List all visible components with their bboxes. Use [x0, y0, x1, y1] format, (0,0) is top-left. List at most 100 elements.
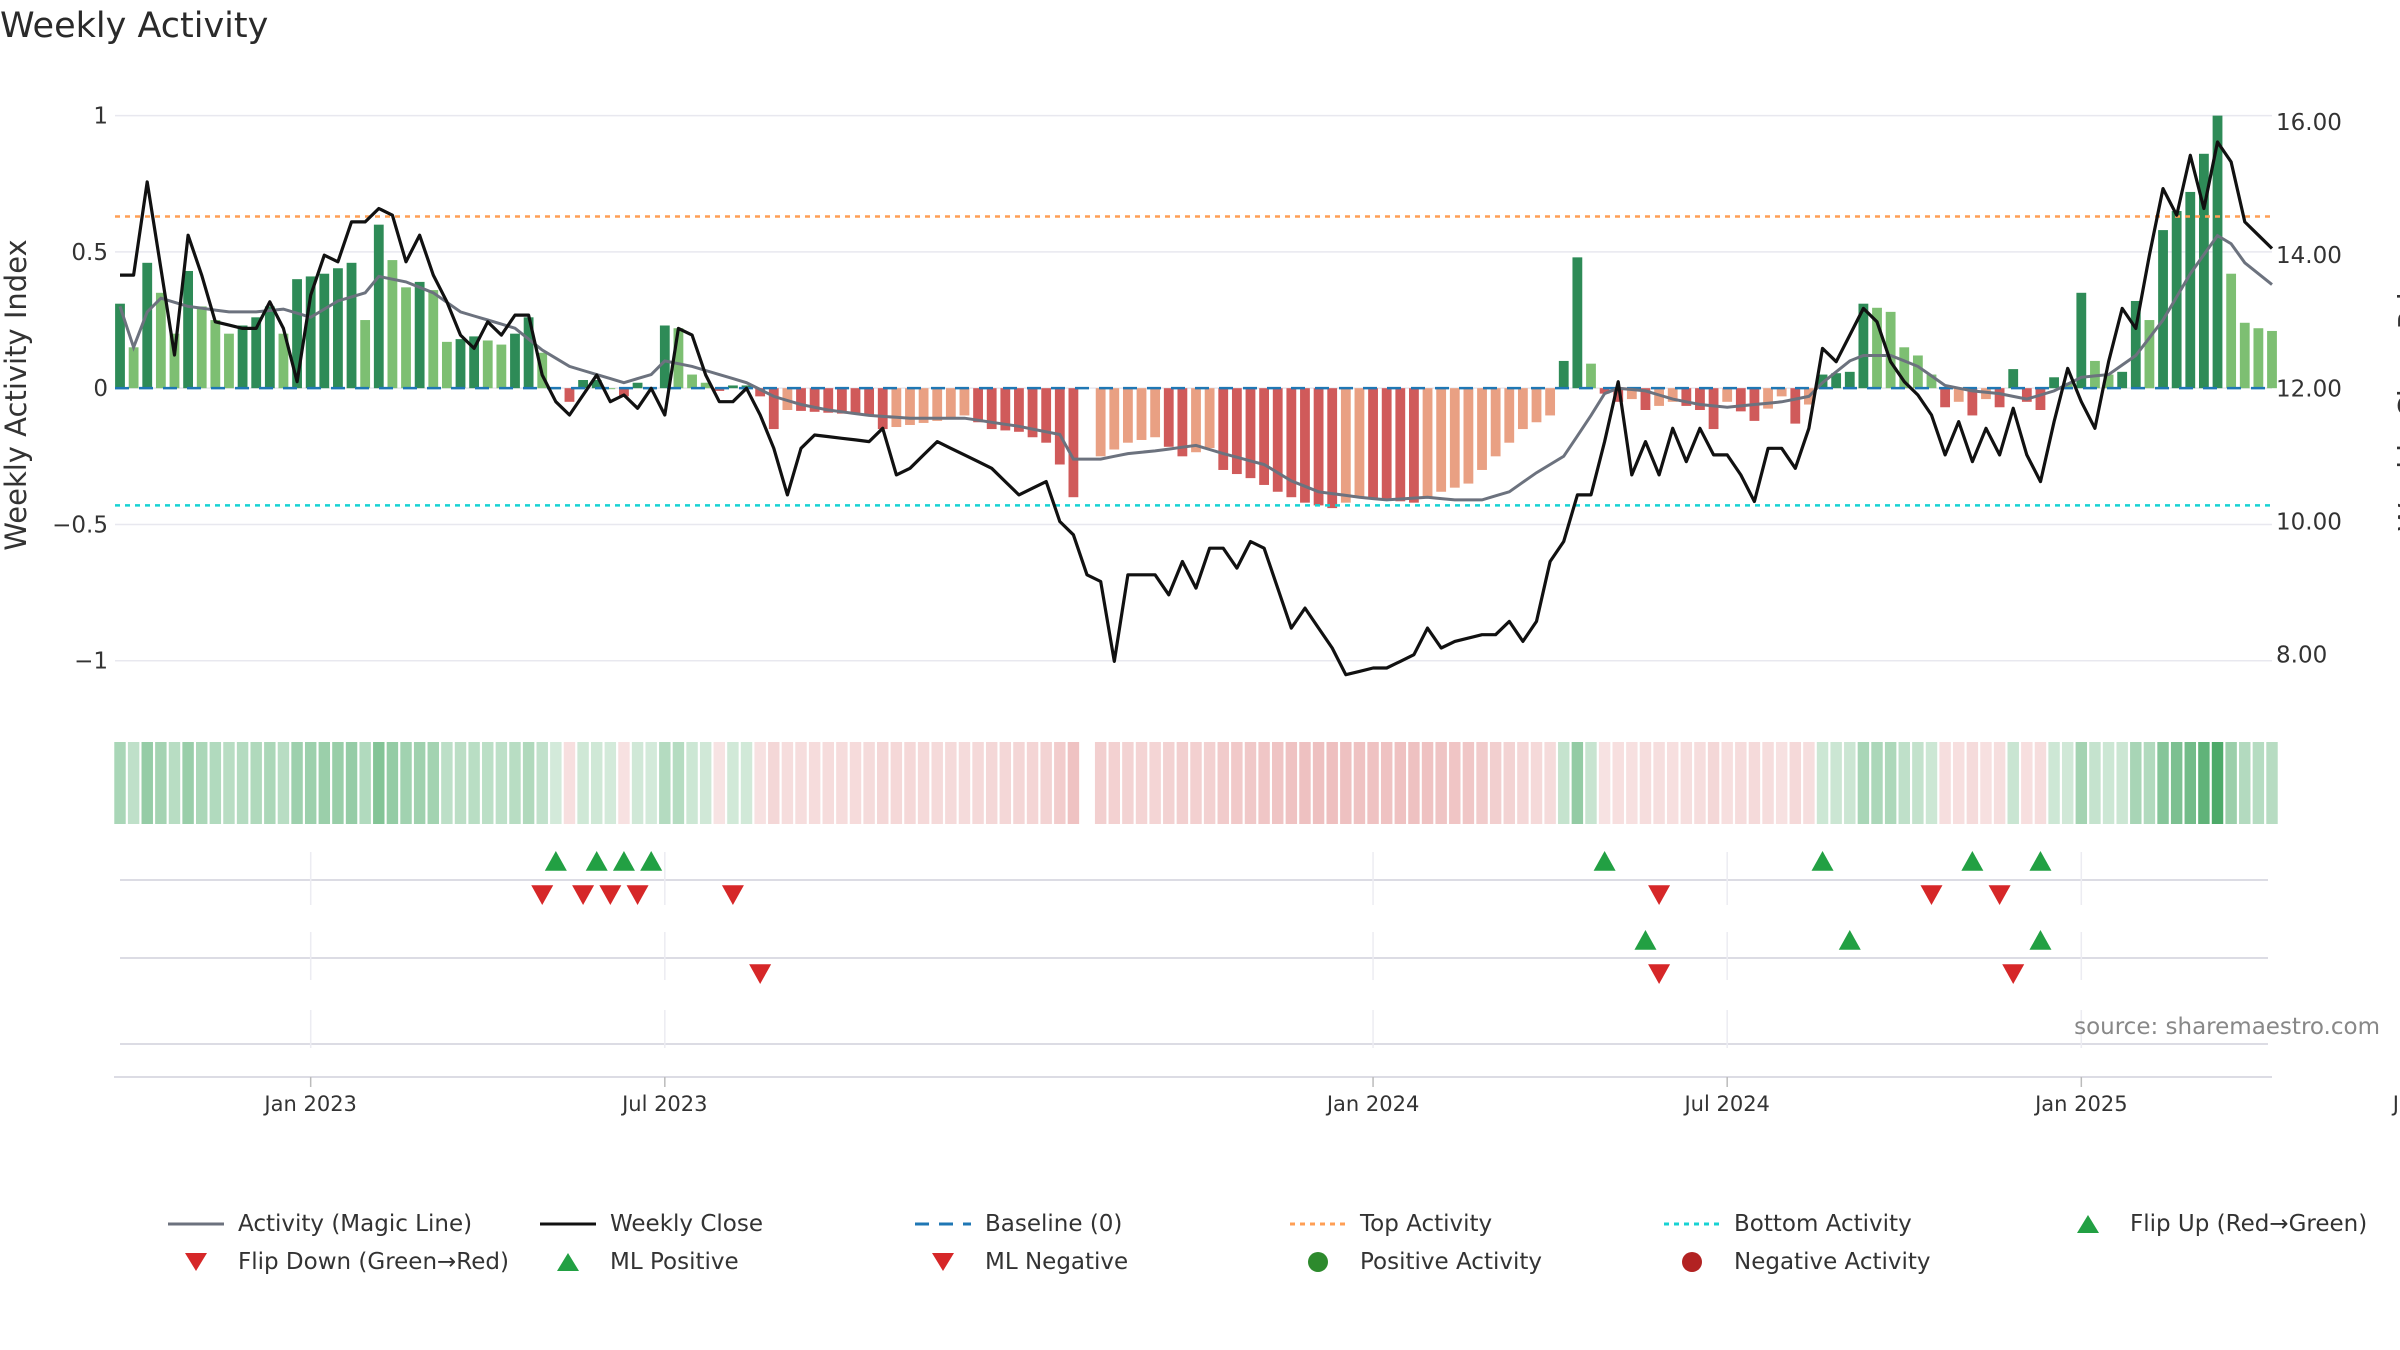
- heat-cell: [1626, 742, 1638, 824]
- legend-circle-icon: [1682, 1252, 1702, 1272]
- legend-item: Flip Down (Green→Red): [168, 1245, 509, 1279]
- heat-cell: [522, 742, 535, 824]
- heat-cell: [1830, 742, 1842, 824]
- activity-bar: [1422, 388, 1433, 498]
- activity-bar: [2226, 273, 2237, 389]
- heat-cell: [1884, 742, 1897, 824]
- activity-bar: [1327, 388, 1338, 509]
- activity-bar: [1926, 374, 1937, 389]
- activity-bar: [1776, 388, 1787, 397]
- heat-cell: [2021, 742, 2033, 824]
- activity-bar: [1722, 388, 1733, 402]
- legend-label: Baseline (0): [985, 1211, 1123, 1237]
- heat-cell: [114, 742, 126, 824]
- heat-cell: [468, 742, 480, 824]
- activity-bar: [823, 388, 834, 413]
- activity-bar: [687, 374, 697, 389]
- heat-cell: [536, 742, 548, 824]
- activity-bar: [1027, 388, 1038, 438]
- heat-cell: [332, 742, 344, 824]
- activity-bar: [2144, 320, 2155, 389]
- heat-cell: [1748, 742, 1761, 824]
- ml-positive-marker: [1838, 930, 1861, 950]
- heat-cell: [972, 742, 984, 824]
- heat-cell: [604, 742, 617, 824]
- activity-bar: [278, 333, 289, 389]
- legend-label: Flip Up (Red→Green): [2130, 1211, 2368, 1237]
- activity-bar: [1490, 388, 1501, 457]
- activity-bar: [1708, 388, 1719, 430]
- heat-cell: [550, 742, 562, 824]
- heat-cell: [877, 742, 889, 824]
- heat-cell: [2225, 742, 2237, 824]
- activity-bar: [1831, 373, 1842, 389]
- heat-cell: [1462, 742, 1475, 824]
- heat-cell: [713, 742, 726, 824]
- x-tick-label: Jan 2025: [2033, 1092, 2128, 1116]
- heat-cell: [1762, 742, 1774, 824]
- y-tick-label: −1: [74, 649, 108, 675]
- y2-tick-label: 12.00: [2276, 376, 2342, 402]
- legend-dot-swatch: [1664, 1222, 1720, 1226]
- activity-bar: [455, 339, 466, 389]
- activity-bar: [2076, 292, 2087, 389]
- activity-bar: [1054, 388, 1065, 465]
- legend-item: Negative Activity: [1664, 1245, 1931, 1279]
- activity-bar: [387, 260, 398, 389]
- heat-cell: [863, 742, 875, 824]
- y-tick-label: 0.5: [71, 240, 108, 266]
- activity-bar: [496, 344, 507, 389]
- heat-cell: [168, 742, 181, 824]
- heat-cell: [1163, 742, 1175, 824]
- activity-bar: [401, 287, 411, 389]
- flip-up-marker: [585, 851, 608, 871]
- heat-cell: [2239, 742, 2251, 824]
- heat-cell: [890, 742, 903, 824]
- activity-bar: [836, 388, 847, 414]
- heat-cell: [1653, 742, 1665, 824]
- y-tick-label: −0.5: [52, 512, 108, 538]
- activity-bar: [2021, 388, 2032, 402]
- activity-bar: [728, 385, 738, 389]
- activity-bar: [414, 281, 425, 389]
- heat-cell: [1449, 742, 1461, 824]
- heat-cell: [495, 742, 508, 824]
- heat-cell: [945, 742, 957, 824]
- heat-cell: [1993, 742, 2006, 824]
- heat-cell: [236, 742, 249, 824]
- heat-cell: [699, 742, 712, 824]
- heat-cell: [264, 742, 276, 824]
- activity-bar: [1354, 388, 1365, 498]
- legend-item: Bottom Activity: [1664, 1207, 1912, 1241]
- y-tick-label: 1: [93, 104, 108, 130]
- activity-bar: [591, 380, 602, 389]
- heat-cell: [1203, 742, 1216, 824]
- heat-cell: [2007, 742, 2019, 824]
- activity-bar: [1231, 388, 1242, 475]
- activity-bar: [1763, 388, 1773, 409]
- flip-down-marker: [626, 885, 649, 905]
- activity-bar: [2158, 230, 2168, 389]
- activity-bar: [700, 382, 711, 389]
- heat-cell: [413, 742, 426, 824]
- activity-bar: [1259, 388, 1270, 485]
- heat-cell: [1122, 742, 1134, 824]
- heat-cell: [1272, 742, 1284, 824]
- heat-cell: [1326, 742, 1338, 824]
- heat-cell: [808, 742, 821, 824]
- legend-item: ML Negative: [915, 1245, 1128, 1279]
- activity-bar: [237, 325, 248, 389]
- heat-cell: [277, 742, 290, 824]
- y2-tick-label: 16.00: [2276, 110, 2342, 136]
- heat-cell: [1476, 742, 1488, 824]
- activity-bar: [1531, 388, 1542, 423]
- heat-cell: [2048, 742, 2060, 824]
- legend-item: Activity (Magic Line): [168, 1207, 472, 1241]
- heat-cell: [2130, 742, 2142, 824]
- heat-cell: [209, 742, 222, 824]
- activity-bar: [1844, 371, 1855, 389]
- flip-up-marker: [2029, 851, 2052, 871]
- legend-item: Baseline (0): [915, 1207, 1122, 1241]
- activity-bar: [482, 340, 493, 389]
- activity-bar: [1599, 388, 1610, 394]
